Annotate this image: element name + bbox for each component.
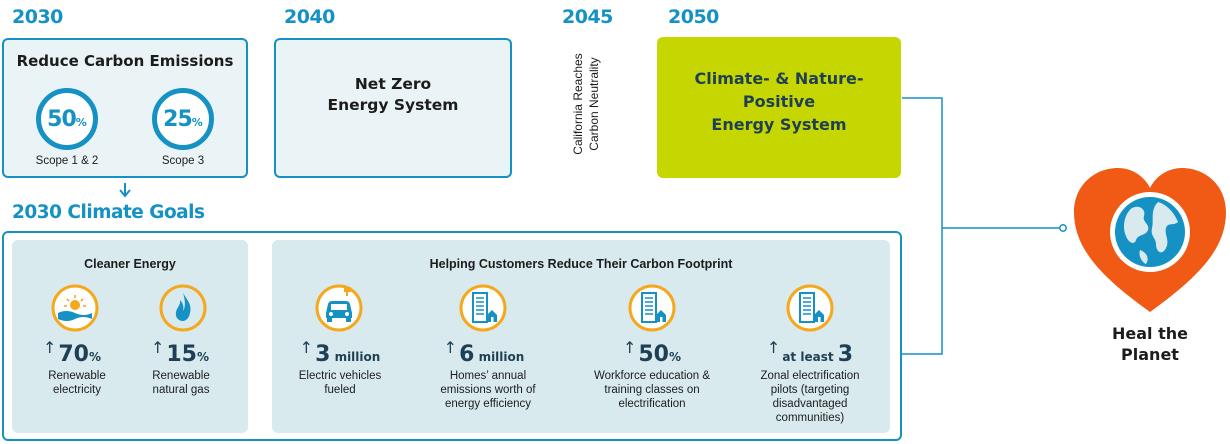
- year-2030-label: 2030: [12, 6, 63, 28]
- scope-3-value: 25: [163, 106, 193, 132]
- workforce-unit: %: [669, 350, 682, 364]
- renewable-gas-desc1: Renewable: [152, 370, 210, 382]
- heal-the-planet-label: Heal the Planet: [1070, 323, 1230, 365]
- scope-1-2-label: Scope 1 & 2: [35, 155, 99, 167]
- renewable-electricity-desc2: electricity: [53, 384, 101, 396]
- renewable-electricity-value: 70: [58, 342, 89, 367]
- ev-unit: million: [330, 350, 381, 364]
- homes-unit: million: [474, 350, 525, 364]
- net-zero-box: Net Zero Energy System: [274, 38, 512, 178]
- scope-3-label: Scope 3: [161, 155, 205, 167]
- scope-3-ring: 25%: [152, 88, 214, 150]
- renewable-gas-stat: ↑15%: [150, 338, 210, 367]
- customers-title: Helping Customers Reduce Their Carbon Fo…: [429, 257, 733, 271]
- milestone-2045: California Reaches Carbon Neutrality: [566, 34, 606, 174]
- homes-value: 6: [459, 342, 475, 367]
- year-2045-label: 2045: [562, 6, 613, 28]
- climate-positive-line1: Climate- & Nature-: [694, 69, 864, 88]
- heart-globe-icon: [1074, 168, 1226, 312]
- sun-wave-icon: [51, 284, 99, 332]
- homes-desc-line: Homes’ annual: [449, 370, 527, 382]
- renewable-electricity-desc1: Renewable: [48, 370, 106, 382]
- workforce-desc-line: Workforce education &: [593, 370, 711, 382]
- climate-positive-line2: Positive: [742, 92, 816, 111]
- workforce-value: 50: [638, 342, 669, 367]
- renewable-gas-desc2: natural gas: [152, 384, 210, 396]
- heal-line1: Heal the: [1112, 324, 1188, 343]
- scope-1-2-unit: %: [75, 116, 87, 129]
- cleaner-energy-panel: Cleaner Energy ↑70% ↑15% Renewable elect…: [12, 240, 248, 433]
- building-home-icon: [459, 284, 507, 332]
- building-home-icon: [628, 284, 676, 332]
- year-2040-label: 2040: [284, 6, 335, 28]
- homes-desc-line: emissions worth of: [440, 384, 536, 396]
- electric-car-icon: [315, 284, 363, 332]
- scope-1-2-ring: 50%: [36, 88, 98, 150]
- workforce-desc-line: training classes on: [604, 384, 700, 396]
- heal-line2: Planet: [1121, 345, 1179, 364]
- ev-desc-line: fueled: [324, 384, 356, 396]
- climate-nature-positive-box: Climate- & Nature- Positive Energy Syste…: [657, 37, 901, 178]
- climate-goals-heading: 2030 Climate Goals: [12, 202, 205, 223]
- bracket-connector: [902, 97, 1067, 355]
- ev-stat: ↑3 million: [299, 338, 381, 367]
- milestone-2045-line1: California Reaches: [571, 53, 585, 155]
- workforce-desc-line: electrification: [618, 398, 686, 410]
- zonal-desc-line: pilots (targeting: [770, 384, 850, 396]
- renewable-electricity-stat: ↑70%: [42, 338, 102, 367]
- zonal-desc-line: disadvantaged: [772, 398, 848, 410]
- renewable-gas-value: 15: [166, 342, 197, 367]
- ev-value: 3: [315, 342, 331, 367]
- renewable-electricity-unit: %: [89, 350, 102, 364]
- ev-desc-line: Electric vehicles: [298, 370, 382, 382]
- scope-3-unit: %: [191, 116, 203, 129]
- building-home-icon: [786, 284, 834, 332]
- reduce-carbon-emissions-box: Reduce Carbon Emissions 50% 25% Scope 1 …: [2, 38, 248, 178]
- reduce-carbon-emissions-title: Reduce Carbon Emissions: [16, 52, 234, 70]
- scope-1-2-value: 50: [47, 106, 77, 132]
- customers-panel: Helping Customers Reduce Their Carbon Fo…: [272, 240, 890, 433]
- zonal-stat: ↑ at least 3: [766, 338, 854, 367]
- workforce-stat: ↑50%: [622, 338, 682, 367]
- zonal-value: 3: [837, 342, 854, 367]
- cleaner-energy-title: Cleaner Energy: [84, 257, 176, 271]
- renewable-gas-unit: %: [197, 350, 210, 364]
- milestone-2045-line2: Carbon Neutrality: [587, 57, 601, 151]
- arrow-down-icon: [119, 183, 131, 198]
- climate-positive-line3: Energy System: [711, 115, 847, 134]
- zonal-desc-line: communities): [775, 412, 845, 424]
- zonal-prefix: at least: [782, 350, 838, 364]
- homes-desc-line: energy efficiency: [444, 398, 532, 410]
- homes-stat: ↑6 million: [443, 338, 525, 367]
- net-zero-line1: Net Zero: [354, 75, 432, 93]
- year-2050-label: 2050: [668, 6, 719, 28]
- net-zero-line2: Energy System: [327, 96, 459, 114]
- zonal-desc-line: Zonal electrification: [760, 370, 860, 382]
- flame-cycle-icon: [159, 284, 207, 332]
